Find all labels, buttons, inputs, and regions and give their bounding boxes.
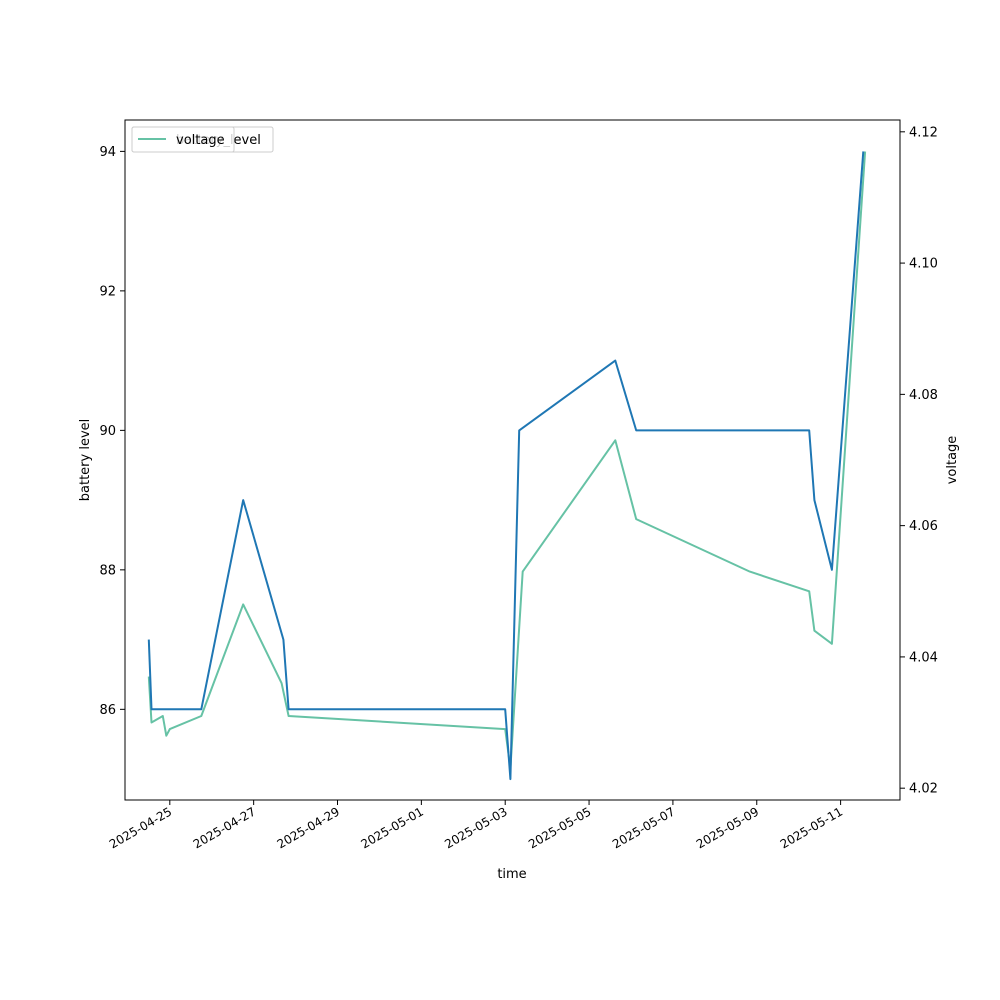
y-right-tick-label: 4.08	[909, 388, 938, 403]
plot-frame	[124, 119, 901, 801]
y-left-axis-label: battery level	[78, 419, 93, 502]
series-line-voltage	[147, 151, 867, 770]
legend-box-right	[131, 126, 235, 153]
y-left-tick-label: 92	[99, 284, 116, 299]
x-axis-label: time	[497, 867, 526, 882]
y-left-tick-label: 86	[99, 703, 116, 718]
y-right-axis-ticks: 4.02 4.04 4.06 4.08 4.10 4.12	[900, 125, 938, 797]
legend: battery_level voltage	[131, 126, 274, 153]
legend-right-axis: voltage	[131, 126, 235, 153]
y-left-axis-ticks: 86 88 90 92 94	[99, 145, 125, 718]
y-right-tick-label: 4.12	[909, 125, 938, 140]
series-line-battery-level	[147, 151, 865, 781]
y-left-tick-label: 94	[99, 145, 116, 160]
legend-label-voltage: voltage	[176, 133, 225, 148]
y-right-tick-label: 4.10	[909, 257, 938, 272]
y-right-axis-label: voltage	[945, 436, 960, 485]
y-left-tick-label: 88	[99, 563, 116, 578]
y-left-tick-label: 90	[99, 424, 116, 439]
series-layer	[147, 151, 867, 781]
y-right-tick-label: 4.04	[909, 650, 938, 665]
y-right-tick-label: 4.06	[909, 519, 938, 534]
y-right-tick-label: 4.02	[909, 782, 938, 797]
